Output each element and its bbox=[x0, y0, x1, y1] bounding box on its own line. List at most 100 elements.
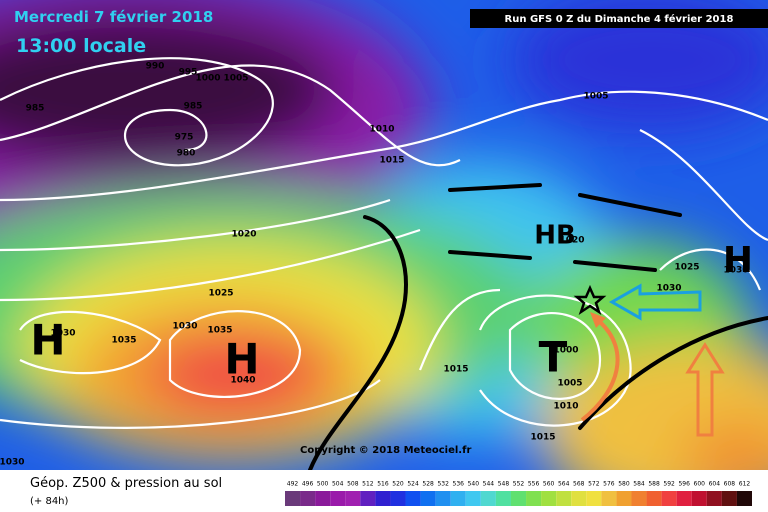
scale-label: 556 bbox=[528, 481, 540, 488]
pressure-center: H bbox=[723, 240, 753, 281]
scale-swatch bbox=[390, 491, 406, 506]
isobar-label: 1015 bbox=[379, 156, 404, 166]
pressure-center: H bbox=[224, 335, 259, 384]
isobar-label: 985 bbox=[184, 102, 203, 112]
scale-swatch bbox=[360, 491, 376, 506]
scale-swatch bbox=[601, 491, 617, 506]
isobar-label: 975 bbox=[175, 133, 194, 143]
legend-title: Géop. Z500 & pression au sol bbox=[30, 476, 222, 491]
scale-label: 548 bbox=[498, 481, 510, 488]
scale-swatch bbox=[646, 491, 662, 506]
scale-label: 512 bbox=[362, 481, 374, 488]
isobar-label: 1015 bbox=[443, 365, 468, 375]
scale-swatch bbox=[420, 491, 436, 506]
scale-label: 580 bbox=[618, 481, 630, 488]
isobar-label: 1000 bbox=[195, 74, 220, 84]
scale-label: 516 bbox=[377, 481, 389, 488]
pressure-center: H bbox=[30, 316, 65, 365]
scale-swatch bbox=[706, 491, 722, 506]
scale-swatch bbox=[435, 491, 451, 506]
isobar-label: 1005 bbox=[223, 74, 248, 84]
scale-swatch bbox=[526, 491, 542, 506]
scale-label: 592 bbox=[663, 481, 675, 488]
scale-label: 588 bbox=[648, 481, 660, 488]
isobar-label: 1015 bbox=[530, 433, 555, 443]
isobar-label: 1010 bbox=[369, 125, 394, 135]
scale-label: 500 bbox=[317, 481, 329, 488]
scale-label: 504 bbox=[332, 481, 344, 488]
pressure-center: T bbox=[539, 333, 568, 382]
scale-label: 560 bbox=[543, 481, 555, 488]
scale-swatch bbox=[450, 491, 466, 506]
scale-swatch bbox=[586, 491, 602, 506]
scale-label: 544 bbox=[483, 481, 495, 488]
scale-swatch bbox=[661, 491, 677, 506]
scale-swatch bbox=[315, 491, 331, 506]
scale-swatch bbox=[736, 491, 752, 506]
scale-label: 596 bbox=[678, 481, 690, 488]
scale-label: 604 bbox=[709, 481, 721, 488]
scale-swatch bbox=[721, 491, 737, 506]
pressure-center: HB bbox=[534, 221, 576, 251]
scale-label: 612 bbox=[739, 481, 751, 488]
valid-date: Mercredi 7 février 2018 bbox=[14, 8, 213, 26]
scale-swatch bbox=[510, 491, 527, 506]
scale-label: 564 bbox=[558, 481, 570, 488]
isobar-label: 1030 bbox=[723, 266, 748, 276]
scale-label: 572 bbox=[588, 481, 600, 488]
scale-label: 568 bbox=[573, 481, 585, 488]
isobar-label: 1005 bbox=[583, 92, 608, 102]
scale-swatch bbox=[405, 491, 421, 506]
isobar-label: 1000 bbox=[553, 346, 578, 356]
isobar-label: 1025 bbox=[674, 263, 699, 273]
scale-swatch bbox=[465, 491, 481, 506]
scale-label: 576 bbox=[603, 481, 615, 488]
isobar-label: 990 bbox=[146, 62, 165, 72]
scale-swatch bbox=[676, 491, 692, 506]
scale-swatch bbox=[285, 491, 301, 506]
isobar-label: 1030 bbox=[656, 284, 681, 294]
scale-swatch bbox=[631, 491, 647, 506]
isobar-label: 1005 bbox=[557, 379, 582, 389]
scale-label: 532 bbox=[437, 481, 449, 488]
run-info: Run GFS 0 Z du Dimanche 4 février 2018 bbox=[505, 13, 734, 25]
isobar-label: 995 bbox=[179, 68, 198, 78]
isobar-label: 1035 bbox=[207, 326, 232, 336]
isobar-label: 1035 bbox=[111, 336, 136, 346]
scale-label: 552 bbox=[513, 481, 525, 488]
scale-swatch bbox=[691, 491, 707, 506]
scale-swatch bbox=[480, 491, 496, 506]
isobar-label: 1030 bbox=[50, 329, 75, 339]
scale-swatch bbox=[300, 491, 316, 506]
scale-label: 492 bbox=[287, 481, 299, 488]
fronts bbox=[308, 183, 768, 472]
isobar-label: 980 bbox=[177, 149, 196, 159]
isobar-label: 1030 bbox=[0, 458, 25, 468]
scale-label: 584 bbox=[633, 481, 645, 488]
scale-swatch bbox=[541, 491, 557, 506]
scale-swatch bbox=[556, 491, 572, 506]
isobar-label: 1020 bbox=[559, 236, 584, 246]
run-banner bbox=[470, 9, 768, 28]
scale-label: 520 bbox=[392, 481, 404, 488]
isobar-label: 1030 bbox=[172, 322, 197, 332]
scale-swatch bbox=[330, 491, 346, 506]
isobar-label: 1040 bbox=[230, 376, 255, 386]
isobar-label: 985 bbox=[26, 104, 45, 114]
isobars bbox=[0, 57, 768, 429]
scale-label: 496 bbox=[302, 481, 314, 488]
scale-swatch bbox=[616, 491, 632, 506]
scale-swatch bbox=[571, 491, 587, 506]
valid-time: 13:00 locale bbox=[16, 35, 146, 57]
scale-label: 508 bbox=[347, 481, 359, 488]
scale-swatch bbox=[375, 491, 391, 506]
isobar-label: 1010 bbox=[553, 402, 578, 412]
scale-label: 536 bbox=[453, 481, 465, 488]
annotations bbox=[573, 283, 725, 437]
forecast-lead: (+ 84h) bbox=[30, 496, 69, 507]
scale-label: 528 bbox=[422, 481, 434, 488]
scale-label: 600 bbox=[694, 481, 706, 488]
isobar-label: 1020 bbox=[231, 230, 256, 240]
